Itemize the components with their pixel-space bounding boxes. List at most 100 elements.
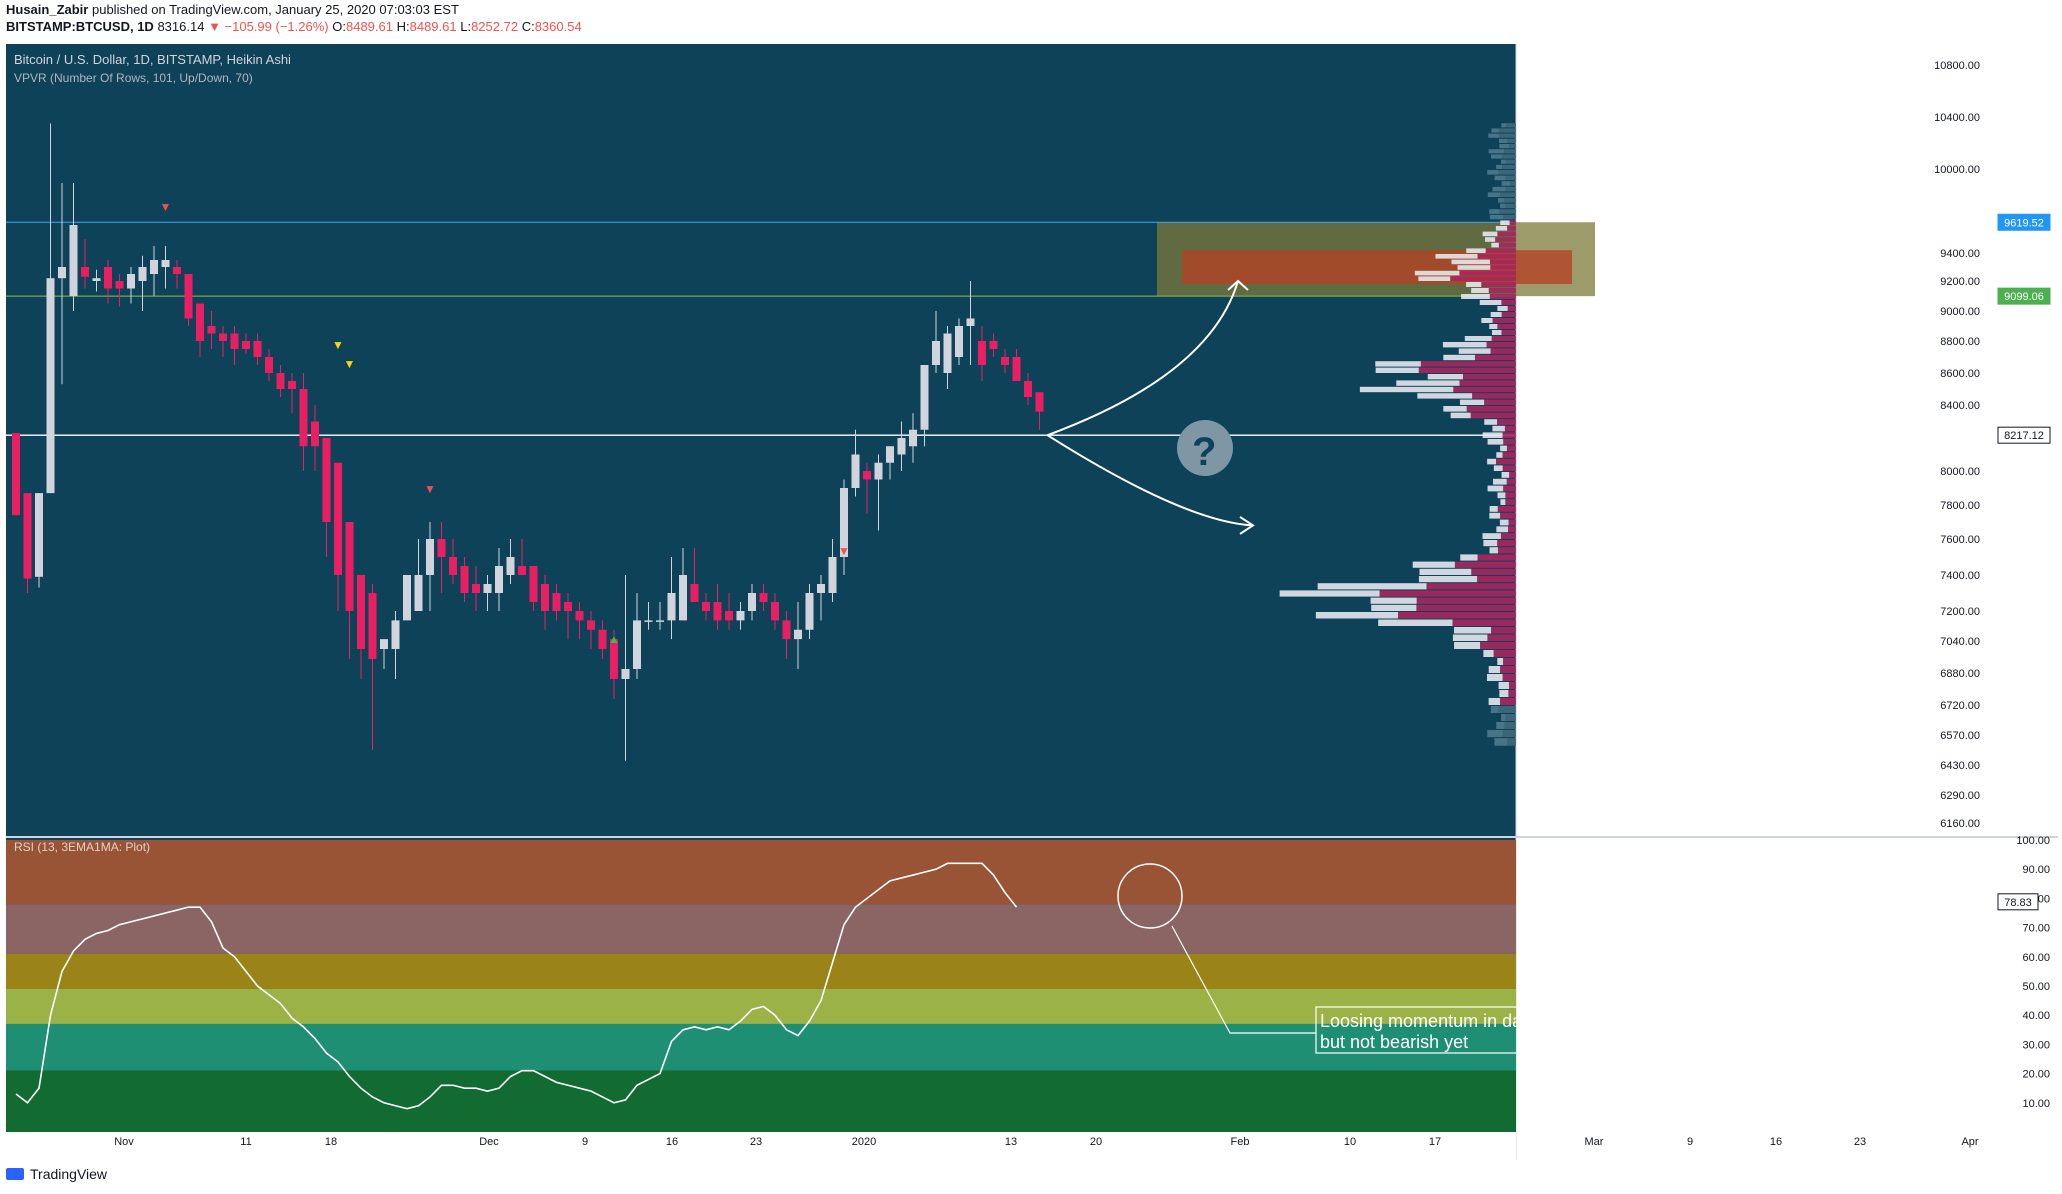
volume-profile-down-bar [1504,425,1516,432]
candle-body [115,281,124,289]
candle-body [955,326,963,357]
time-tick-label: Feb [1231,1136,1250,1148]
candle-body [771,602,779,621]
volume-profile-down-bar [1507,306,1516,311]
volume-profile-up-bar [1482,533,1501,539]
author-name[interactable]: Husain_Zabir [6,2,89,17]
volume-profile-down-bar [1506,445,1516,452]
rsi-band [6,904,1516,954]
candle-body [633,620,641,669]
rsi-tick-label: 30.00 [2022,1039,2050,1051]
volume-profile-down-bar [1502,730,1516,738]
candle-body [863,471,871,480]
volume-profile-up-bar [1471,288,1489,293]
volume-profile-up-bar [1499,144,1510,149]
candle-body [253,341,262,357]
candle-body [58,267,66,279]
volume-profile-up-bar [1496,452,1503,458]
volume-profile-down-bar [1504,203,1516,209]
volume-profile-down-bar [1501,300,1516,305]
candle-body [460,566,469,593]
brand-label: TradingView [30,1166,108,1182]
candle-body [805,593,814,630]
volume-profile-down-bar [1420,361,1516,367]
candle-body [357,575,365,649]
candle-body [713,602,722,621]
candle-body [656,620,664,622]
volume-profile-down-bar [1450,276,1516,281]
rsi-title: RSI (13, 3EMA1MA: Plot) [14,840,150,854]
candle-body [909,429,917,447]
volume-profile-up-bar [1487,192,1501,197]
price-tick-label: 7600.00 [1940,534,1980,546]
volume-profile-up-bar [1427,374,1463,380]
symbol-label: BITSTAMP:BTCUSD, 1D [6,19,154,34]
volume-profile-down-bar [1459,380,1516,386]
price-tick-label: 10400.00 [1934,112,1980,124]
volume-profile-down-bar [1505,175,1516,181]
volume-profile-up-bar [1499,519,1509,526]
price-tick-label: 10000.00 [1934,164,1980,176]
candle-body [345,522,354,611]
volume-profile-up-bar [1481,318,1493,323]
candle-body [104,267,112,289]
volume-profile-up-bar [1501,159,1507,164]
volume-profile-up-bar [1414,270,1460,276]
volume-profile-down-bar [1472,393,1516,399]
rsi-value-label: 78.83 [2004,897,2032,909]
volume-profile-down-bar [1462,374,1516,380]
rsi-band [6,1023,1516,1071]
candle-body [759,593,768,602]
last-price: 8316.14 [157,19,205,34]
candle-body [380,639,388,649]
volume-profile-up-bar [1459,399,1485,405]
volume-profile-up-bar [1396,380,1460,386]
volume-profile-up-bar [1458,348,1491,354]
volume-profile-down-bar [1509,472,1516,478]
price-tick-label: 7200.00 [1940,606,1980,618]
candle-body [874,462,883,480]
candle-body [920,365,929,430]
tradingview-brand[interactable]: TradingView [6,1166,107,1182]
volume-profile-up-bar [1497,658,1504,665]
volume-profile-down-bar [1498,242,1516,248]
price-tag-label: 8217.12 [2004,430,2044,442]
candle-body [529,566,538,602]
time-tick-label: Nov [114,1136,134,1148]
volume-profile-down-bar [1379,590,1516,597]
candle-body [414,575,423,611]
volume-profile-up-bar [1489,324,1498,329]
volume-profile-up-bar [1412,561,1455,568]
time-tick-label: 23 [1854,1136,1866,1148]
candle-body [782,620,791,640]
candle-body [690,584,699,602]
volume-profile-up-bar [1499,690,1509,697]
time-tick-label: 2020 [852,1136,876,1148]
volume-profile-up-bar [1443,354,1475,361]
volume-profile-down-bar [1500,192,1516,197]
candle-body [299,389,308,447]
candle-body [564,602,572,611]
rsi-band [6,840,1516,905]
volume-profile-up-bar [1489,547,1498,554]
volume-profile-up-bar [1497,492,1506,499]
question-icon [1177,420,1233,476]
candle-body [12,433,20,516]
volume-profile-up-bar [1371,604,1417,611]
volume-profile-down-bar [1502,452,1516,458]
volume-profile-up-bar [1500,203,1505,209]
candle-body [598,629,607,649]
volume-profile-down-bar [1505,714,1516,721]
price-tick-label: 8000.00 [1940,466,1980,478]
time-tick-label: 16 [1770,1136,1782,1148]
question-mark-label: ? [1192,430,1216,474]
volume-profile-up-bar [1494,175,1506,181]
volume-profile-down-bar [1497,231,1516,237]
rsi-tick-label: 10.00 [2022,1098,2050,1110]
volume-profile-up-bar [1418,576,1478,583]
volume-profile-up-bar [1451,259,1491,265]
volume-profile-down-bar [1502,164,1516,169]
candle-body [1024,381,1032,397]
candle-body [437,539,446,557]
